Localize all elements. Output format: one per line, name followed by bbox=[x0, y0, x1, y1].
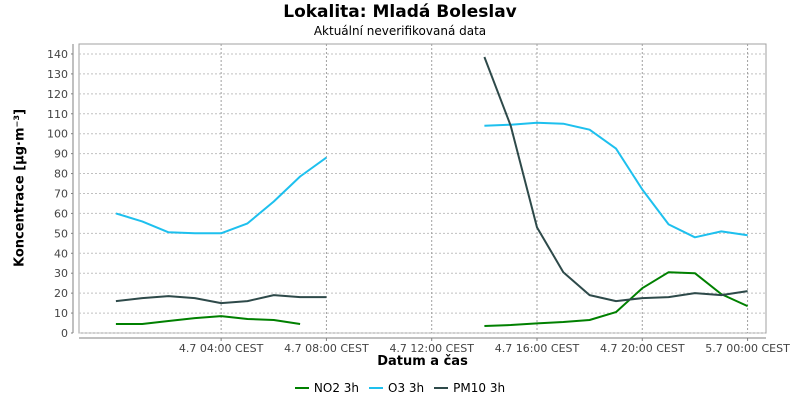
y-axis-label: Koncentrace [µg·m⁻³] bbox=[12, 108, 28, 268]
series-line-no2 bbox=[484, 271, 749, 327]
grid-layer bbox=[79, 44, 766, 334]
series-line-o3 bbox=[484, 121, 748, 239]
y-tick-label: 110 bbox=[47, 108, 68, 121]
legend-swatch bbox=[369, 387, 384, 389]
x-axis-label: Datum a čas bbox=[377, 354, 468, 369]
x-tick-label: 4.7 20:00 CEST bbox=[600, 342, 685, 355]
legend-item-no2: NO2 3h bbox=[294, 381, 360, 395]
y-tick-label: 40 bbox=[54, 247, 68, 260]
y-tick-label: 60 bbox=[54, 207, 68, 220]
y-tick-label: 140 bbox=[47, 48, 68, 61]
series-layer bbox=[115, 56, 749, 327]
y-tick-label: 90 bbox=[54, 148, 68, 161]
x-tick-label: 4.7 16:00 CEST bbox=[495, 342, 580, 355]
y-tick-label: 100 bbox=[47, 128, 68, 141]
y-tick-label: 10 bbox=[54, 307, 68, 320]
y-tick-label: 70 bbox=[54, 187, 68, 200]
x-tick-label: 4.7 04:00 CEST bbox=[179, 342, 264, 355]
series-line-no2 bbox=[115, 315, 301, 325]
chart-subtitle: Aktuální neverifikovaná data bbox=[313, 24, 487, 38]
chart-title: Lokalita: Mladá Boleslav bbox=[283, 2, 517, 22]
series-line-pm10 bbox=[483, 56, 748, 303]
legend-item-pm10: PM10 3h bbox=[434, 381, 505, 395]
legend-label: NO2 3h bbox=[313, 381, 360, 395]
y-tick-label: 0 bbox=[61, 327, 68, 340]
series-line-o3 bbox=[115, 156, 327, 235]
x-tick-label: 4.7 12:00 CEST bbox=[389, 342, 474, 355]
legend-swatch bbox=[294, 387, 309, 389]
y-tick-label: 30 bbox=[54, 267, 68, 280]
y-tick-label: 50 bbox=[54, 227, 68, 240]
y-tick-label: 20 bbox=[54, 287, 68, 300]
legend-label: PM10 3h bbox=[453, 381, 506, 395]
y-tick-label: 120 bbox=[47, 88, 68, 101]
legend-item-o3: O3 3h bbox=[369, 381, 424, 395]
legend: NO2 3h O3 3h PM10 3h bbox=[0, 381, 800, 395]
series-line-pm10 bbox=[115, 294, 327, 305]
axis-layer: 0 10 20 30 40 50 60 70 80 90 100 110 120 130 140 4.7 04… bbox=[47, 44, 790, 355]
legend-label: O3 3h bbox=[388, 381, 425, 395]
y-tick-label: 130 bbox=[47, 68, 68, 81]
plot-area bbox=[78, 43, 767, 334]
x-tick-label: 5.7 00:00 CEST bbox=[705, 342, 790, 355]
y-tick-label: 80 bbox=[54, 168, 68, 181]
legend-swatch bbox=[434, 387, 449, 389]
x-tick-label: 4.7 08:00 CEST bbox=[284, 342, 369, 355]
